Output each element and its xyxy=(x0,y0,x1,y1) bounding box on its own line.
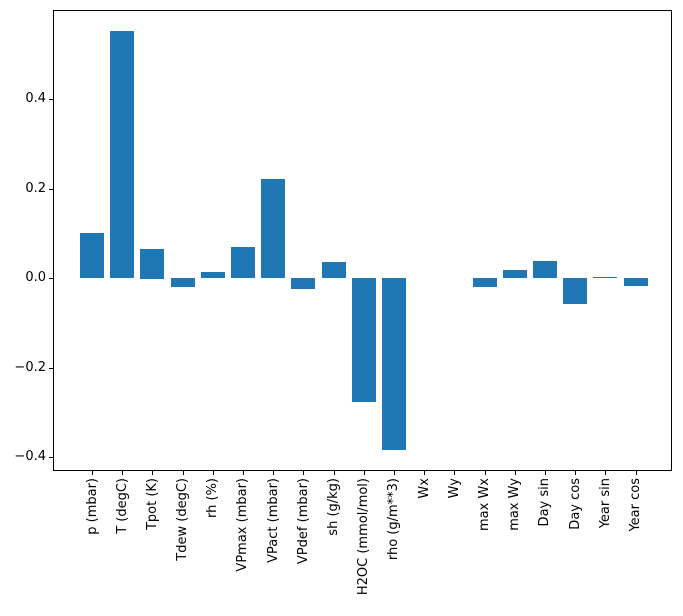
x-axis-category-label: max Wy xyxy=(507,478,522,531)
x-axis-tick xyxy=(515,471,516,475)
bar-p-mbar xyxy=(80,233,104,278)
x-axis-category-label: VPmax (mbar) xyxy=(235,478,250,572)
x-axis-tick xyxy=(92,471,93,475)
bar-t-degc xyxy=(110,31,134,278)
x-axis-category-label: H2OC (mmol/mol) xyxy=(356,478,371,596)
x-axis-category-label: sh (g/kg) xyxy=(326,478,341,536)
bar-day-cos xyxy=(563,278,587,304)
x-axis-category-label: rh (%) xyxy=(205,478,220,518)
bar-year-sin xyxy=(593,277,617,278)
x-axis-category-label: Year cos xyxy=(628,478,643,532)
y-axis-tick xyxy=(49,368,53,369)
x-axis-tick xyxy=(605,471,606,475)
x-axis-category-label: VPact (mbar) xyxy=(266,478,281,563)
bar-max-wy xyxy=(503,270,527,278)
x-axis-tick xyxy=(575,471,576,475)
x-axis-tick xyxy=(334,471,335,475)
bar-rh xyxy=(201,272,225,278)
x-axis-category-label: Tdew (degC) xyxy=(175,478,190,561)
x-axis-category-label: Day cos xyxy=(568,478,583,530)
x-axis-category-label: Wx xyxy=(417,478,432,499)
bar-year-cos xyxy=(624,278,648,286)
x-axis-tick xyxy=(636,471,637,475)
bar-rho-g-m-3 xyxy=(382,278,406,450)
x-axis-category-label: Tpot (K) xyxy=(145,478,160,531)
y-axis-tick xyxy=(49,189,53,190)
x-axis-tick xyxy=(394,471,395,475)
y-axis-tick-label: 0.4 xyxy=(25,91,46,106)
x-axis-category-label: rho (g/m**3) xyxy=(386,478,401,561)
x-axis-tick xyxy=(454,471,455,475)
bar-sh-g-kg xyxy=(322,262,346,278)
x-axis-tick xyxy=(243,471,244,475)
x-axis-tick xyxy=(303,471,304,475)
bar-max-wx xyxy=(473,278,497,287)
x-axis-category-label: Year sin xyxy=(598,478,613,529)
bar-tpot-k xyxy=(140,249,164,279)
x-axis-category-label: Day sin xyxy=(537,478,552,527)
y-axis-tick xyxy=(49,278,53,279)
bar-vpdef-mbar xyxy=(291,278,315,289)
x-axis-category-label: p (mbar) xyxy=(85,478,100,535)
x-axis-tick xyxy=(183,471,184,475)
x-axis-tick xyxy=(152,471,153,475)
x-axis-category-label: T (degC) xyxy=(115,478,130,534)
y-axis-tick xyxy=(49,457,53,458)
x-axis-tick xyxy=(213,471,214,475)
x-axis-tick xyxy=(424,471,425,475)
y-axis-tick-label: −0.4 xyxy=(14,449,46,464)
bar-vpact-mbar xyxy=(261,179,285,278)
x-axis-category-label: Wy xyxy=(447,478,462,499)
y-axis-tick-label: 0.2 xyxy=(25,181,46,196)
x-axis-tick xyxy=(122,471,123,475)
y-axis-tick xyxy=(49,99,53,100)
bar-tdew-degc xyxy=(171,278,195,287)
x-axis-tick xyxy=(485,471,486,475)
y-axis-tick-label: 0.0 xyxy=(25,270,46,285)
bar-h2oc-mmol-mol xyxy=(352,278,376,402)
x-axis-category-label: VPdef (mbar) xyxy=(296,478,311,565)
x-axis-tick xyxy=(364,471,365,475)
x-axis-tick xyxy=(273,471,274,475)
bar-day-sin xyxy=(533,261,557,278)
y-axis-tick-label: −0.2 xyxy=(14,360,46,375)
x-axis-category-label: max Wx xyxy=(477,478,492,532)
bar-vpmax-mbar xyxy=(231,247,255,278)
x-axis-tick xyxy=(545,471,546,475)
